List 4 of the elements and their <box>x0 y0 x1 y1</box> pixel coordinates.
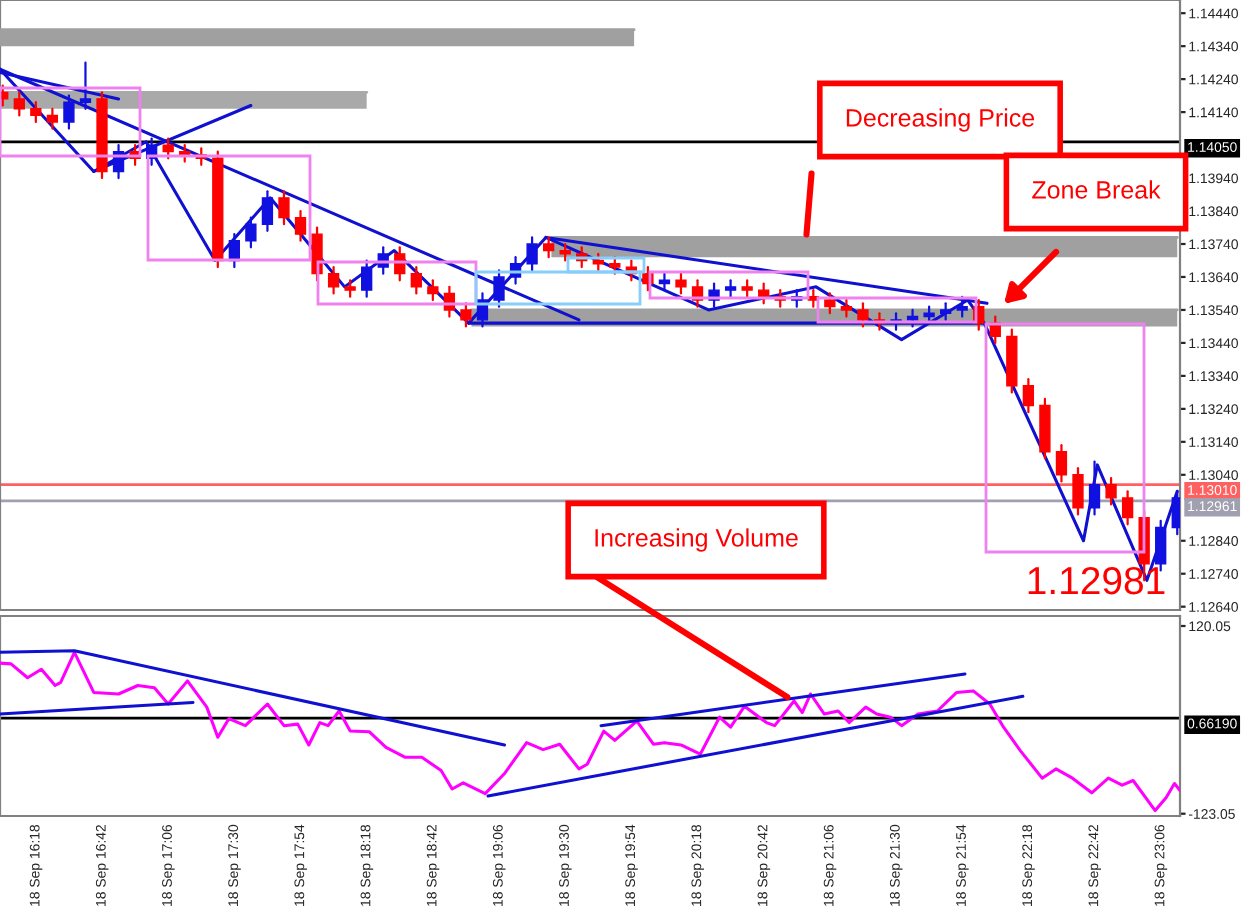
annotation: Increasing Volume <box>595 528 798 552</box>
annotation: 1.12981 <box>1028 566 1165 595</box>
annotation: Decreasing Price <box>846 108 1035 132</box>
annotation: Zone Break <box>1032 180 1161 199</box>
